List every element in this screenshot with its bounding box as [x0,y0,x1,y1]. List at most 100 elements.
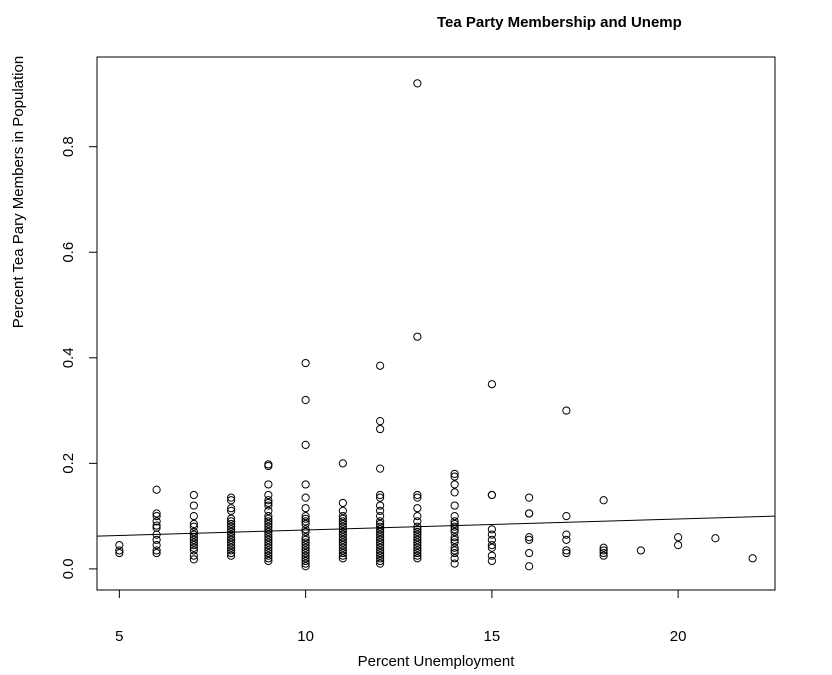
data-point [376,533,385,542]
data-point [599,496,608,505]
x-tick-label: 20 [670,628,687,645]
data-point [338,519,347,529]
data-point [450,546,459,555]
data-point [301,525,310,534]
data-point [227,493,236,502]
data-point [450,522,459,531]
data-point [487,490,496,500]
data-point [376,361,385,370]
data-point [227,535,236,544]
data-point [189,501,198,510]
data-point [487,541,496,550]
y-tick-label: 0.6 [60,242,77,263]
data-point [264,461,273,471]
data-point [525,533,534,542]
data-point [338,506,347,515]
data-point [152,512,161,521]
data-point [450,559,459,568]
data-point [301,548,310,558]
data-point [189,546,198,555]
data-point [264,525,273,534]
data-point [413,512,422,521]
data-point [376,551,385,560]
data-point [413,504,422,513]
data-point [413,517,422,526]
data-point [264,460,273,469]
data-point [189,538,198,547]
data-point [487,380,496,389]
data-point [376,493,385,502]
data-point [376,424,385,434]
data-point [301,535,310,544]
data-point [264,556,273,566]
data-point [227,548,236,558]
data-point [301,480,310,489]
data-point [301,551,310,560]
data-point [227,538,236,547]
x-tick-label: 5 [115,628,123,645]
data-point [189,530,198,539]
data-point [152,485,161,494]
data-point [562,530,571,539]
x-tick-label: 15 [484,628,501,645]
data-point [301,395,310,405]
data-point [264,498,273,508]
data-point [450,488,459,497]
data-point [376,417,385,426]
data-point [413,490,422,500]
data-point [413,541,422,550]
y-tick-label: 0.0 [60,558,77,579]
data-point [450,548,459,558]
data-point [264,517,273,526]
data-point [301,517,310,526]
plot-frame [96,56,776,591]
data-point [525,548,534,558]
data-point [376,501,385,510]
data-points [115,79,757,571]
axis-ticks: 5 10 15 20 0.0 0.2 0.4 0.6 0.8 [60,136,686,645]
data-point [227,506,236,515]
data-point [189,512,198,521]
data-point [152,548,161,558]
data-point [450,543,459,552]
data-point [562,546,571,555]
data-point [376,546,385,555]
data-point [376,527,385,537]
data-point [562,406,571,415]
data-point [413,543,422,552]
data-point [189,535,198,544]
data-point [413,79,422,88]
data-point [338,517,347,526]
data-point [227,519,236,529]
y-tick-label: 0.8 [60,136,77,157]
data-point [301,554,310,563]
data-point [115,548,124,558]
data-point [413,546,422,555]
y-tick-label: 0.2 [60,453,77,474]
data-point [376,490,385,500]
data-point [376,548,385,558]
data-point [525,562,534,571]
data-point [264,535,273,544]
data-point [376,512,385,521]
data-point [376,538,385,547]
data-point [227,504,236,513]
data-point [264,480,273,489]
data-point [376,541,385,550]
data-point [599,546,608,555]
data-point [264,541,273,550]
regression-line [96,515,776,537]
data-point [338,533,347,542]
data-point [301,512,310,521]
data-point [264,496,273,505]
data-point [450,527,459,537]
data-point [189,543,198,552]
data-point [152,541,161,550]
data-point [599,543,608,552]
data-point [227,551,236,560]
data-point [301,556,310,566]
data-point [227,525,236,534]
data-point [376,543,385,552]
data-point [301,546,310,555]
